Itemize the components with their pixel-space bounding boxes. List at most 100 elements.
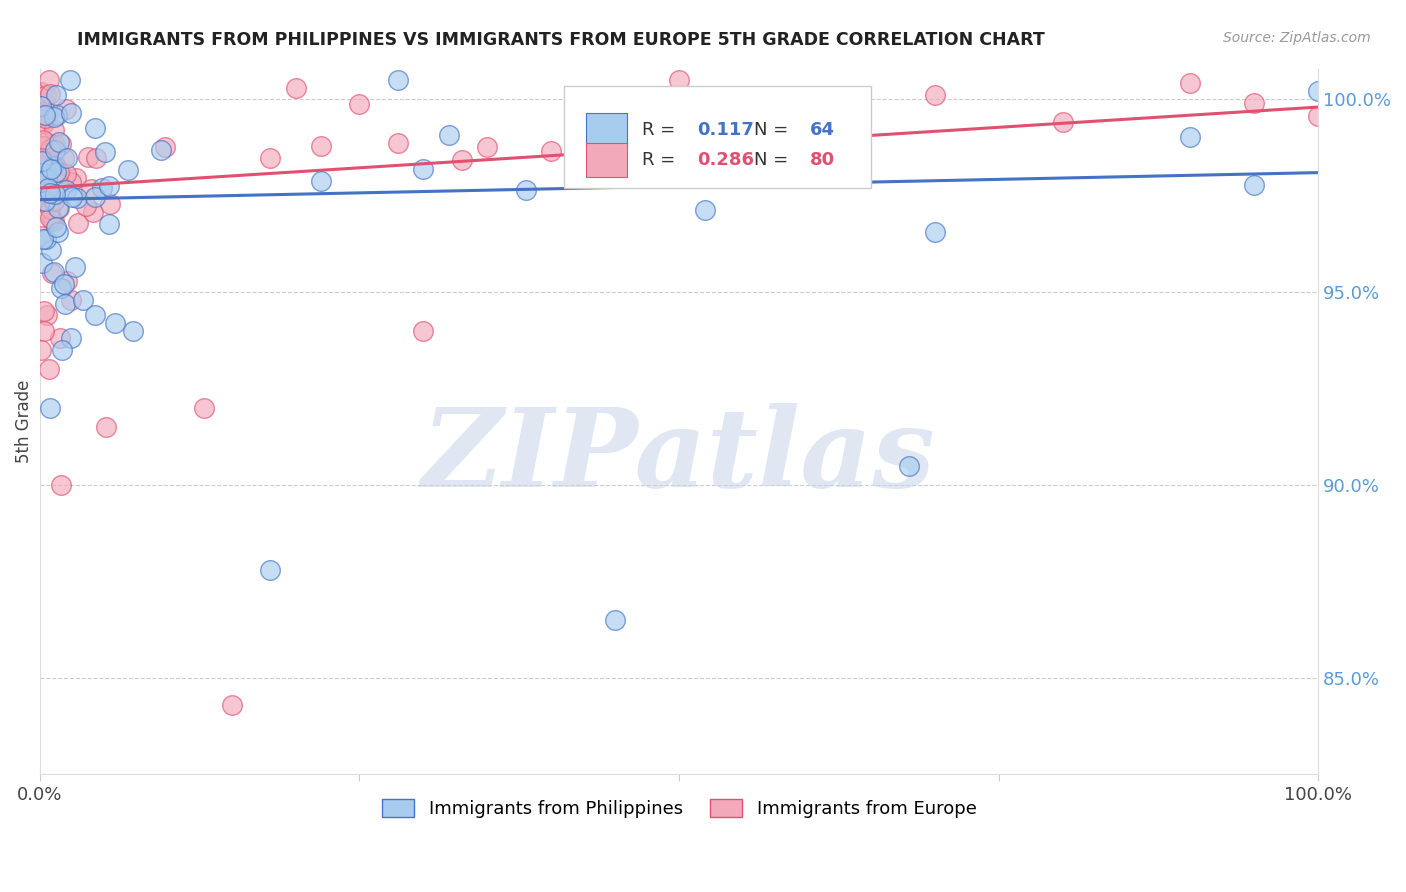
- Point: [84, 151, 107, 165]
- Point: [39, 186, 62, 200]
- Point: [387, 73, 409, 87]
- Point: [31, 171, 53, 186]
- Point: [450, 153, 472, 168]
- Point: [90, 180, 112, 194]
- Point: [437, 128, 460, 143]
- Point: [38, 154, 60, 169]
- Point: [35, 169, 58, 183]
- Point: [1243, 178, 1265, 192]
- Point: [98, 197, 121, 211]
- Text: ZIPatlas: ZIPatlas: [422, 403, 936, 510]
- Point: [122, 324, 145, 338]
- Y-axis label: 5th Grade: 5th Grade: [15, 380, 32, 463]
- Point: [38, 73, 60, 87]
- Point: [221, 698, 243, 712]
- Point: [309, 139, 332, 153]
- Point: [38, 211, 60, 225]
- Point: [515, 183, 537, 197]
- Point: [94, 420, 117, 434]
- Point: [540, 145, 562, 159]
- Point: [41, 266, 63, 280]
- Point: [42, 159, 65, 173]
- Point: [67, 217, 90, 231]
- Point: [42, 194, 65, 209]
- Point: [104, 316, 127, 330]
- Point: [45, 219, 67, 234]
- Point: [52, 277, 75, 292]
- Point: [32, 95, 55, 109]
- Text: 80: 80: [810, 151, 835, 169]
- Point: [49, 137, 72, 152]
- Point: [60, 189, 83, 203]
- Text: N =: N =: [755, 151, 794, 169]
- Point: [32, 304, 55, 318]
- Point: [898, 458, 921, 473]
- Point: [98, 179, 121, 194]
- Point: [45, 88, 67, 103]
- Point: [39, 244, 62, 258]
- Point: [668, 73, 690, 87]
- Point: [477, 140, 499, 154]
- Point: [55, 296, 77, 310]
- Point: [37, 172, 59, 186]
- Point: [45, 165, 67, 179]
- Point: [60, 105, 83, 120]
- Point: [42, 265, 65, 279]
- Point: [72, 293, 94, 307]
- Point: [34, 190, 56, 204]
- Text: Source: ZipAtlas.com: Source: ZipAtlas.com: [1223, 31, 1371, 45]
- Point: [94, 145, 117, 159]
- Text: R =: R =: [643, 151, 681, 169]
- Point: [387, 136, 409, 150]
- Bar: [586, 112, 627, 146]
- Point: [55, 167, 77, 181]
- Point: [44, 186, 66, 201]
- Point: [38, 87, 60, 101]
- Point: [35, 308, 58, 322]
- Text: 64: 64: [810, 120, 834, 138]
- Point: [38, 362, 60, 376]
- Point: [1243, 95, 1265, 110]
- Point: [39, 202, 62, 216]
- Point: [44, 213, 66, 227]
- Point: [284, 81, 307, 95]
- Point: [83, 308, 105, 322]
- Point: [117, 162, 139, 177]
- Point: [39, 142, 62, 156]
- Point: [75, 199, 97, 213]
- FancyBboxPatch shape: [564, 87, 870, 188]
- Point: [605, 130, 627, 145]
- Point: [30, 86, 52, 100]
- Point: [49, 281, 72, 295]
- Point: [44, 111, 66, 125]
- Point: [34, 112, 56, 126]
- Point: [48, 164, 70, 178]
- Point: [48, 331, 70, 345]
- Point: [150, 144, 173, 158]
- Point: [60, 175, 83, 189]
- Point: [31, 153, 53, 168]
- Point: [46, 176, 69, 190]
- Point: [31, 133, 53, 147]
- Point: [35, 135, 58, 149]
- Point: [796, 93, 818, 107]
- Point: [259, 151, 281, 165]
- Point: [32, 139, 55, 153]
- Point: [34, 107, 56, 121]
- Point: [32, 232, 55, 246]
- Text: 0.117: 0.117: [697, 120, 754, 138]
- Point: [48, 136, 70, 150]
- Point: [1052, 115, 1074, 129]
- Point: [1180, 130, 1202, 145]
- Point: [55, 183, 77, 197]
- Point: [35, 232, 58, 246]
- Point: [55, 102, 77, 116]
- Point: [84, 120, 107, 135]
- Point: [49, 478, 72, 492]
- Point: [46, 226, 69, 240]
- Text: R =: R =: [643, 120, 681, 138]
- Point: [44, 158, 66, 172]
- Point: [924, 225, 946, 239]
- Point: [35, 186, 58, 200]
- Point: [56, 151, 79, 165]
